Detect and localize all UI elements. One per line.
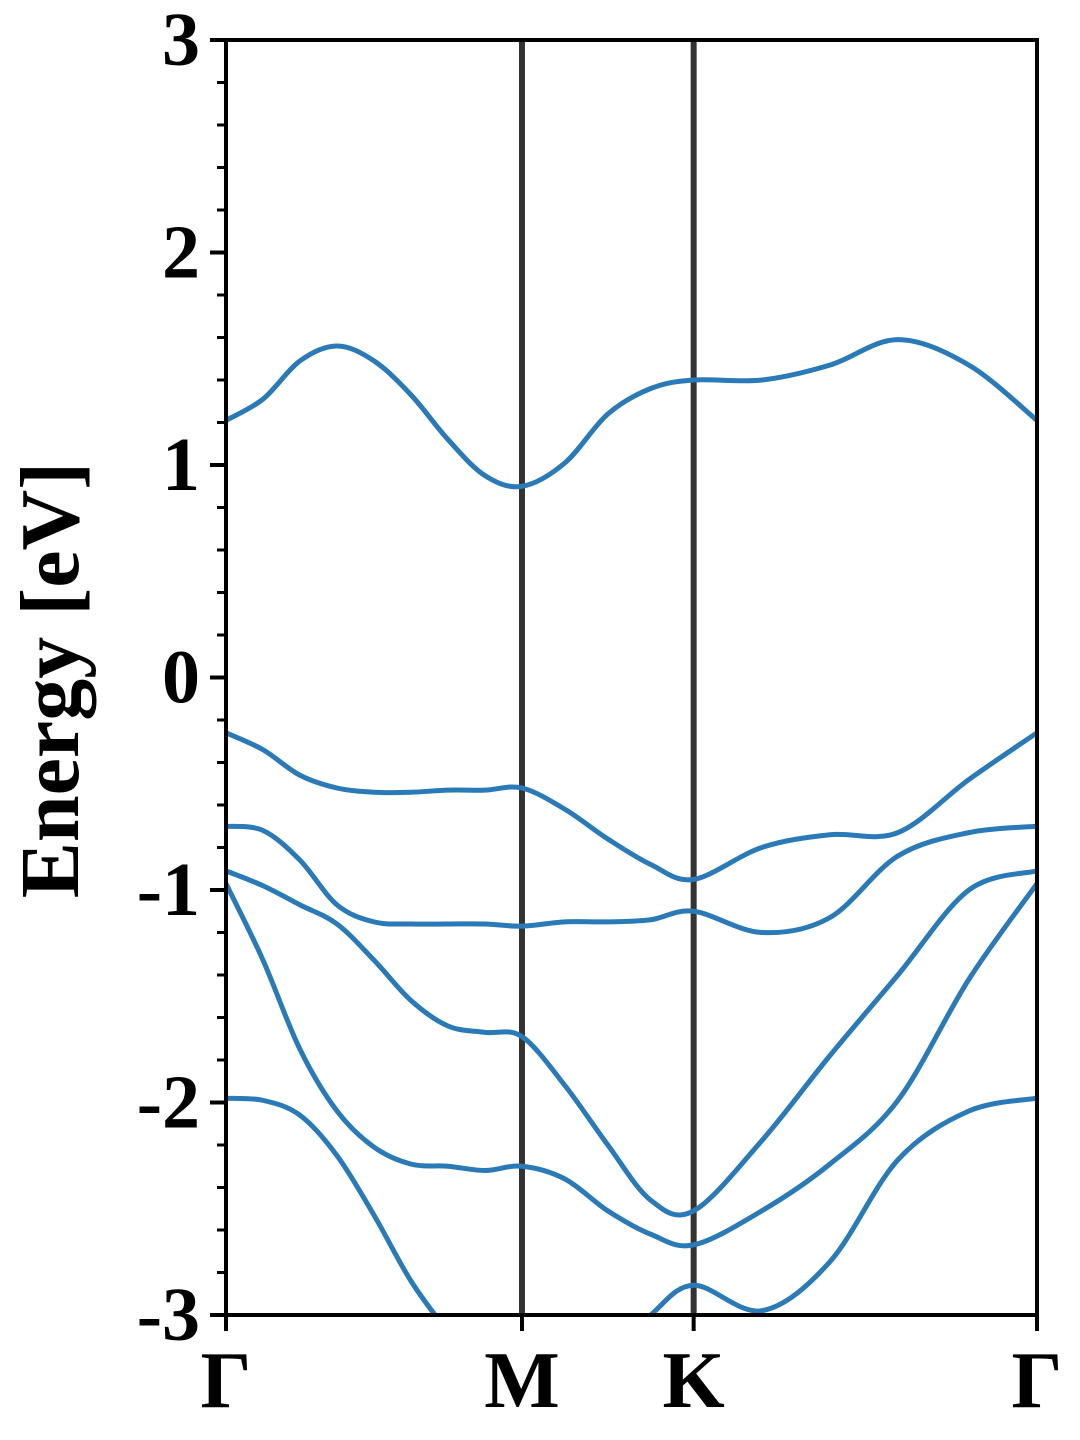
y-tick-label: -3 bbox=[137, 1273, 200, 1357]
y-tick-label: 2 bbox=[162, 211, 200, 295]
plot-area bbox=[226, 40, 1037, 1315]
y-tick-label: 3 bbox=[162, 0, 200, 82]
y-axis-label: Energy [eV] bbox=[4, 462, 97, 898]
band-line bbox=[226, 882, 1037, 1249]
band-line bbox=[226, 337, 1037, 490]
band-line bbox=[226, 868, 1037, 1218]
y-tick-label: -1 bbox=[137, 848, 200, 932]
x-tick-label: K bbox=[663, 1337, 725, 1425]
band-line bbox=[226, 823, 1037, 936]
y-tick-label: 1 bbox=[162, 423, 200, 507]
band-line bbox=[226, 730, 1037, 883]
x-tick-label: Γ bbox=[1012, 1337, 1063, 1425]
y-tick-label: -2 bbox=[137, 1061, 200, 1145]
x-tick-label: Γ bbox=[201, 1337, 252, 1425]
x-tick-label: M bbox=[484, 1337, 560, 1425]
y-tick-label: 0 bbox=[162, 636, 200, 720]
band-line bbox=[226, 1095, 1037, 1315]
